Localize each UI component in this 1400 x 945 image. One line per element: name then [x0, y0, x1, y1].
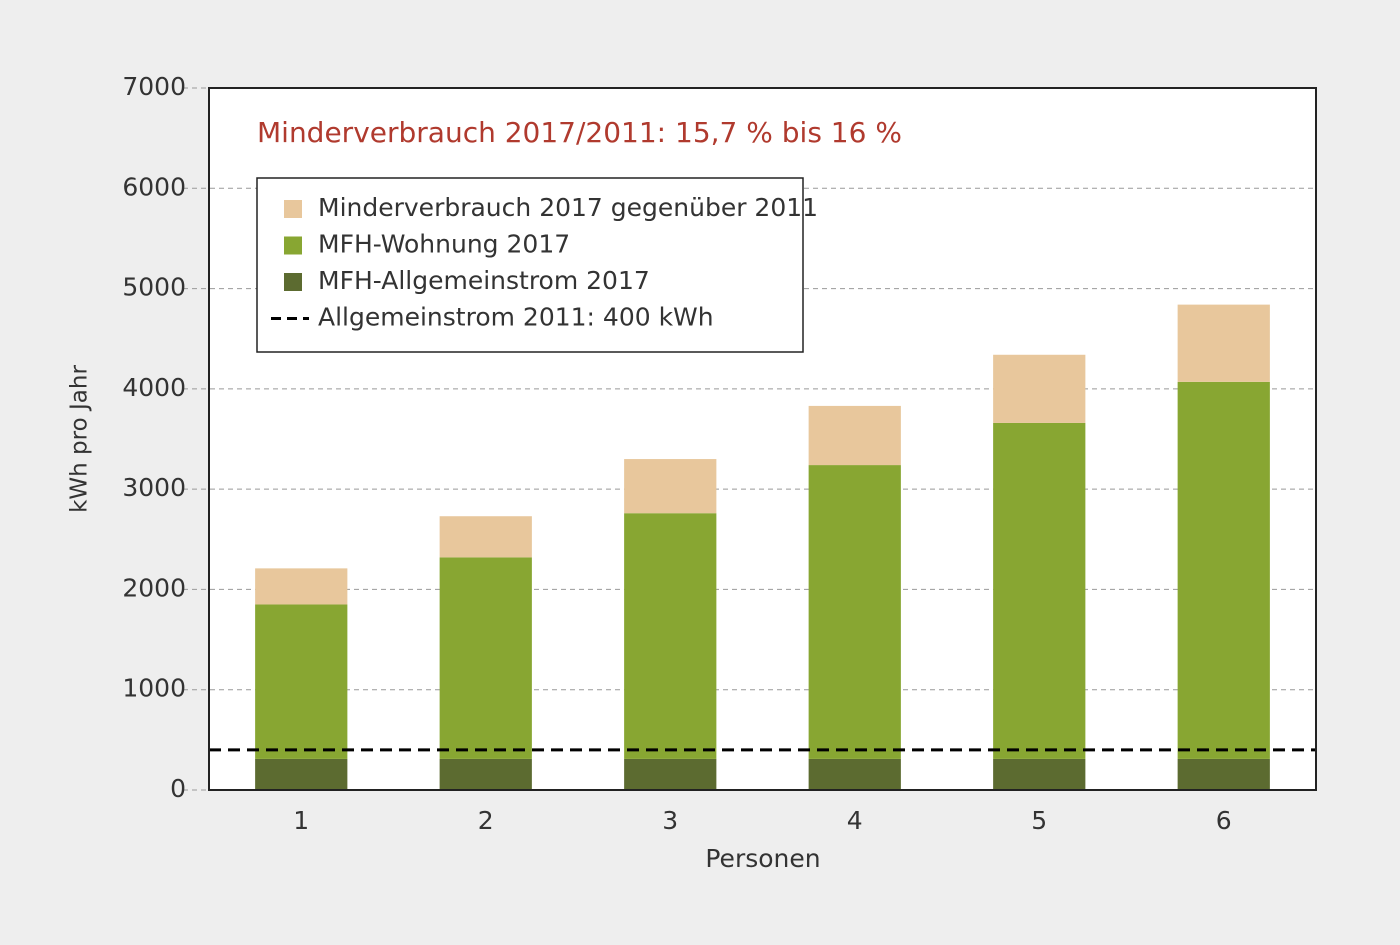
y-tick-label: 4000 [122, 373, 186, 402]
bar-segment [624, 758, 717, 790]
bar-segment [624, 459, 717, 514]
x-tick-label: 2 [478, 806, 494, 835]
legend-label: MFH-Wohnung 2017 [318, 230, 570, 259]
y-axis-label: kWh pro Jahr [67, 365, 93, 513]
bar-segment [439, 758, 532, 790]
bar-segment [1177, 304, 1270, 382]
annotation: Minderverbrauch 2017/2011: 15,7 % bis 16… [257, 116, 902, 149]
bar-segment [808, 465, 901, 759]
bar-segment [1177, 381, 1270, 759]
bar-segment [1177, 758, 1270, 790]
y-tick-label: 6000 [122, 172, 186, 201]
bar-segment [808, 758, 901, 790]
legend-swatch [284, 236, 302, 255]
x-tick-label: 6 [1216, 806, 1232, 835]
bars [209, 304, 1316, 790]
legend-swatch [284, 273, 302, 291]
x-tick-label: 4 [847, 806, 863, 835]
legend: Minderverbrauch 2017 gegenüber 2011 MFH-W… [256, 177, 818, 353]
legend-swatch [284, 200, 302, 218]
y-tick-label: 2000 [122, 573, 186, 602]
legend-label: Allgemeinstrom 2011: 400 kWh [318, 303, 714, 332]
y-tick-label: 7000 [122, 72, 186, 101]
x-tick-label: 5 [1031, 806, 1047, 835]
bar-segment [993, 354, 1086, 423]
x-tick-label: 3 [662, 806, 678, 835]
bar-segment [255, 568, 348, 605]
y-tick-label: 3000 [122, 473, 186, 502]
legend-label: Minderverbrauch 2017 gegenüber 2011 [318, 193, 818, 222]
bar-segment [439, 516, 532, 558]
bar-segment [624, 513, 717, 759]
y-tick-label: 1000 [122, 674, 186, 703]
legend-label: MFH-Allgemeinstrom 2017 [318, 266, 650, 295]
y-tick-label: 0 [170, 774, 186, 803]
plot-border [208, 87, 1317, 791]
legend-box [256, 177, 804, 353]
x-tick-label: 1 [293, 806, 309, 835]
y-tick-label: 5000 [122, 273, 186, 302]
bar-segment [439, 557, 532, 759]
bar-segment [255, 604, 348, 759]
x-axis-label: Personen [705, 844, 820, 873]
bar-segment [255, 758, 348, 790]
bar-segment [993, 422, 1086, 759]
bar-segment [993, 758, 1086, 790]
bar-segment [808, 405, 901, 466]
